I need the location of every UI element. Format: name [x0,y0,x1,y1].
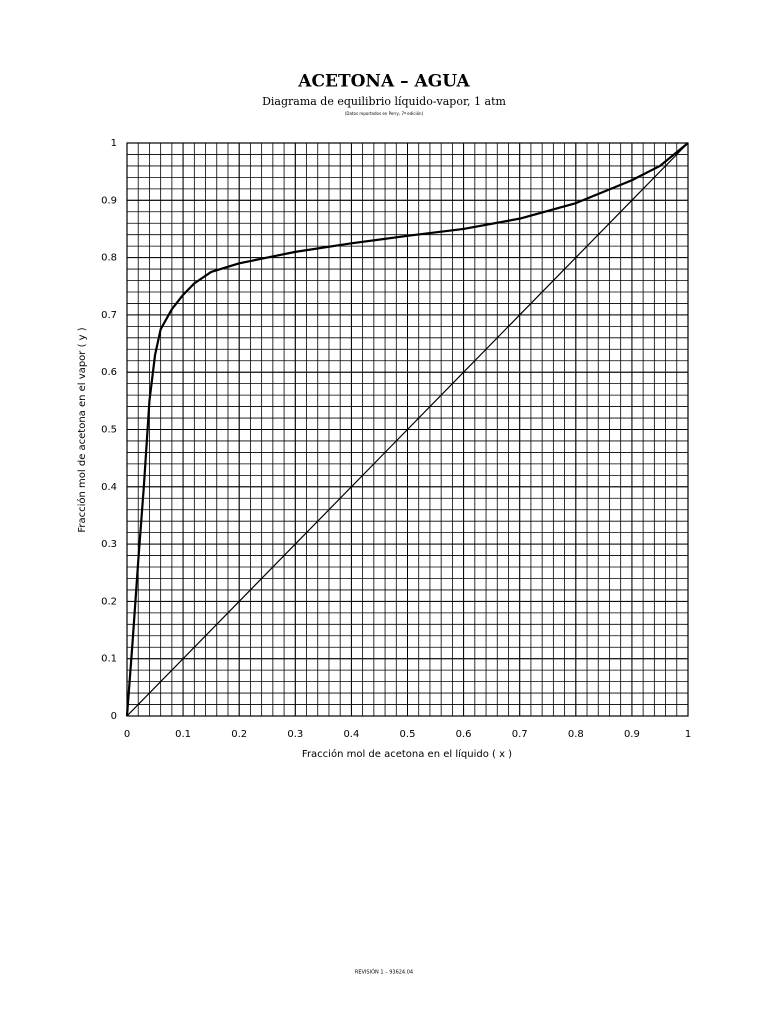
x-tick-label: 1 [685,729,691,740]
x-tick-label: 0.9 [624,729,640,740]
x-tick-label: 0.6 [456,729,472,740]
y-tick-label: 0.8 [101,253,117,264]
x-tick-label: 0.5 [400,729,416,740]
y-tick-label: 1 [111,138,117,149]
y-tick-label: 0.6 [101,367,117,378]
x-axis-label: Fracción mol de acetona en el líquido ( … [302,748,512,760]
chart-title: ACETONA – AGUA [297,72,470,92]
y-tick-label: 0.3 [101,539,117,550]
x-tick-label: 0.1 [175,729,191,740]
chart-subtitle: Diagrama de equilibrio líquido-vapor, 1 … [262,95,506,108]
y-tick-label: 0.4 [101,482,117,493]
chart-note: (Datos reportados en Perry, 7ª edición) [345,111,424,116]
y-tick-label: 0.5 [101,425,117,436]
y-tick-label: 0.1 [101,654,117,665]
x-tick-label: 0.7 [512,729,528,740]
footer: REVISIÓN 1 – 93624.04 [355,969,413,976]
x-tick-label: 0.3 [287,729,303,740]
series-line [125,142,689,717]
y-tick-label: 0.7 [101,310,117,321]
series-line [126,142,689,717]
x-tick-label: 0.8 [568,729,584,740]
y-tick-label: 0.9 [101,195,117,206]
y-tick-label: 0.2 [101,596,117,607]
x-tick-label: 0 [124,729,130,740]
y-axis-label: Fracción mol de acetona en el vapor ( y … [76,327,88,532]
x-tick-label: 0.4 [343,729,359,740]
y-tick-label: 0 [111,711,117,722]
x-tick-label: 0.2 [231,729,247,740]
plot-border [126,142,689,717]
